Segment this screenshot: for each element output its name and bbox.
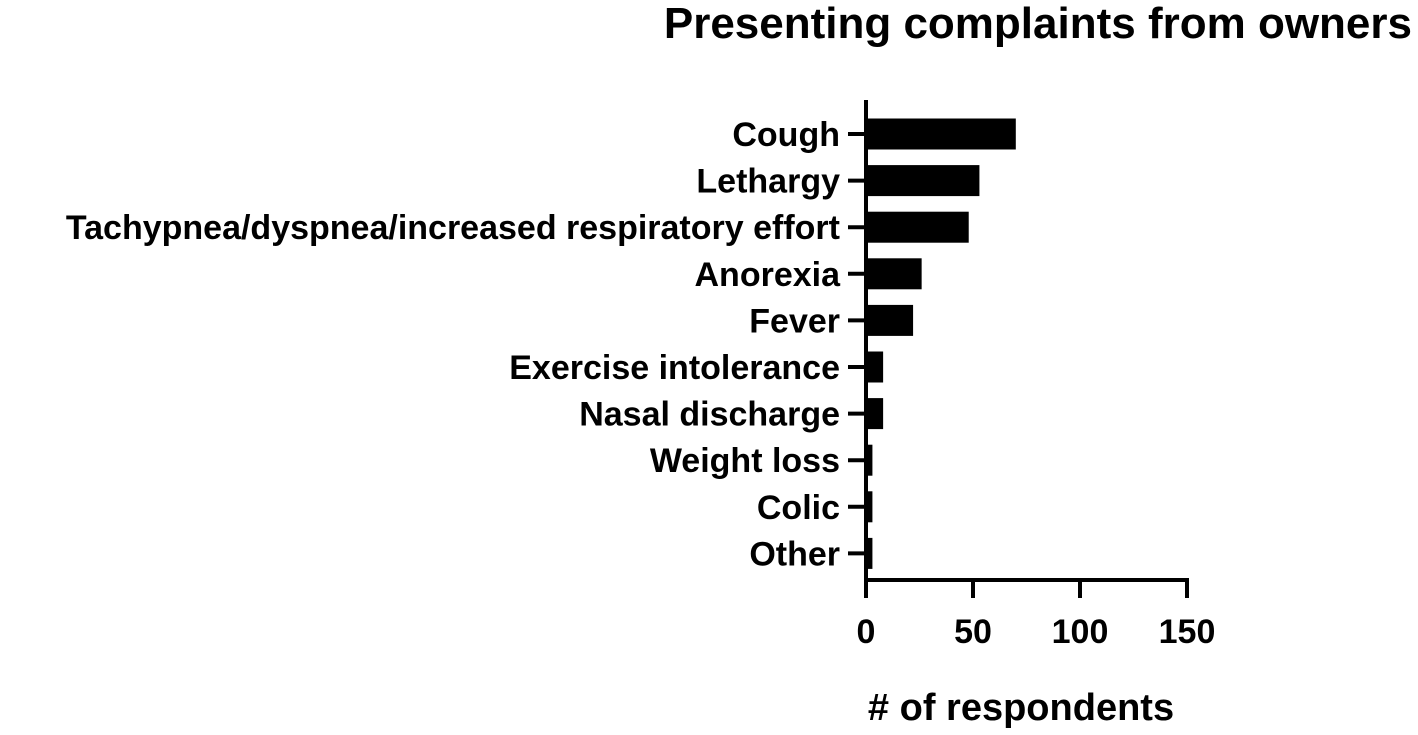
bar-fever — [866, 304, 914, 336]
bars-group — [866, 118, 1016, 569]
bar-weight-loss — [866, 444, 873, 476]
bar-cough — [866, 118, 1016, 150]
bar-nasal-discharge — [866, 398, 884, 430]
y-label-tachypnea-dyspnea-increased-respiratory-effort: Tachypnea/dyspnea/increased respiratory … — [66, 209, 840, 247]
y-label-anorexia: Anorexia — [695, 256, 842, 294]
y-label-cough: Cough — [732, 116, 840, 154]
bar-tachypnea-dyspnea-increased-respiratory-effort — [866, 211, 969, 243]
x-tick-label-50: 50 — [954, 613, 992, 651]
x-axis-title: # of respondents — [868, 687, 1174, 729]
x-tick-label-0: 0 — [857, 613, 876, 651]
bar-anorexia — [866, 258, 922, 290]
y-label-nasal-discharge: Nasal discharge — [579, 396, 840, 434]
y-label-colic: Colic — [757, 489, 840, 527]
chart-title: Presenting complaints from owners — [664, 0, 1412, 48]
bar-other — [866, 537, 873, 569]
y-axis-labels: Cough Lethargy Tachypnea/dyspnea/increased… — [66, 116, 841, 573]
bar-lethargy — [866, 165, 980, 197]
bar-colic — [866, 491, 873, 523]
x-tick-label-100: 100 — [1052, 613, 1109, 651]
y-label-other: Other — [749, 535, 840, 573]
y-label-weight-loss: Weight loss — [650, 442, 840, 480]
x-axis-ticks — [864, 580, 1189, 598]
y-label-lethargy: Lethargy — [696, 163, 840, 201]
x-axis-labels: 0 50 100 150 — [857, 613, 1216, 651]
y-label-fever: Fever — [749, 302, 840, 340]
y-label-exercise-intolerance: Exercise intolerance — [509, 349, 840, 387]
x-tick-label-150: 150 — [1159, 613, 1216, 651]
y-axis-ticks — [848, 132, 866, 556]
bar-exercise-intolerance — [866, 351, 884, 383]
